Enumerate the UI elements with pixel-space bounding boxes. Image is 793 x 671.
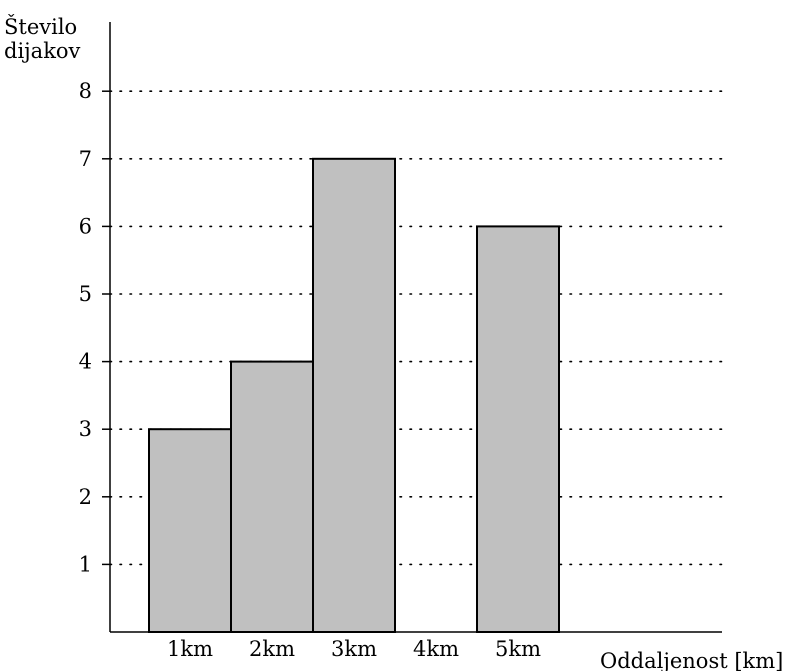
y-axis-title-line-1: Število [4,14,77,39]
y-tick-label: 4 [79,350,92,374]
y-ticks: 1 2 3 4 5 6 7 8 [79,79,110,576]
x-tick-label: 4km [413,637,459,661]
y-tick-label: 5 [79,282,92,306]
x-tick-label: 3km [331,637,377,661]
y-tick-label: 6 [79,214,92,238]
x-tick-label: 2km [249,637,295,661]
y-tick-label: 8 [79,79,92,103]
x-tick-label: 5km [495,637,541,661]
y-tick-label: 1 [79,552,92,576]
x-axis-title: Oddaljenost [km] [600,649,783,671]
bar-3km [312,157,396,634]
axes [109,22,722,633]
y-axis-title-line-2: dijakov [4,39,81,63]
x-tick-labels: 1km 2km 3km 4km 5km [167,637,541,661]
bar-5km [476,225,560,633]
bar-2km [230,360,314,633]
y-tick-label: 2 [79,485,92,509]
y-tick-label: 7 [79,147,92,171]
bars [148,157,560,634]
y-tick-label: 3 [79,417,92,441]
bar-1km [148,428,232,634]
x-tick-label: 1km [167,637,213,661]
